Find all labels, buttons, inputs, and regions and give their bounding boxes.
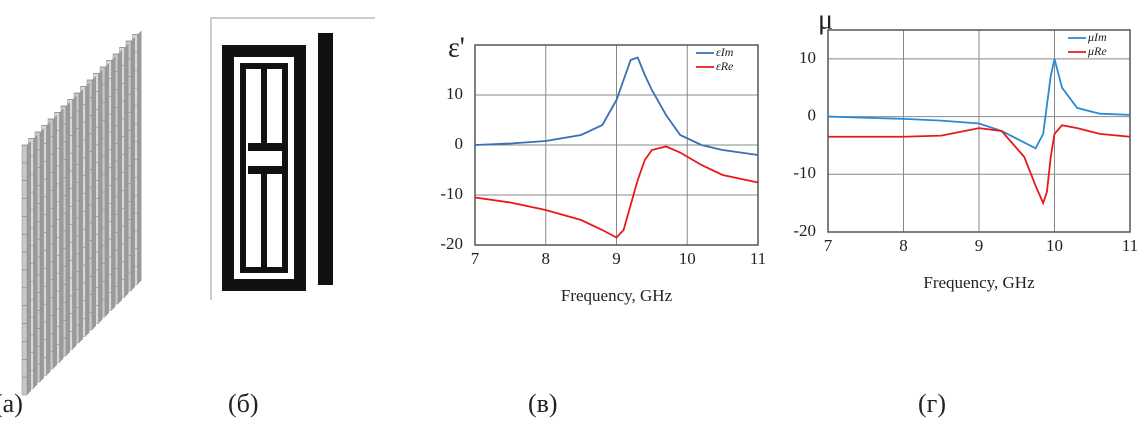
legend-label: εRe [716, 59, 734, 73]
x-tick-label: 7 [471, 249, 480, 268]
panel-label: (а) [0, 389, 23, 418]
y-tick-label: -10 [793, 163, 816, 182]
legend-label: εIm [716, 45, 734, 59]
strip [261, 170, 267, 270]
slab-side [60, 109, 64, 363]
slab-side [131, 37, 135, 291]
metamaterial-array [22, 31, 142, 396]
unit-cell [210, 18, 375, 300]
capacitor-plate [248, 166, 282, 174]
slab-side [34, 135, 38, 389]
slab-side [99, 70, 103, 324]
figure: (а) (б) (в) (г) -20 -10 0 10 7 8 9 10 11 ε' Frequency,… [0, 0, 1141, 426]
capacitor-plate [248, 143, 282, 151]
x-tick-label: 7 [824, 236, 833, 255]
x-axis-title: Frequency, GHz [923, 273, 1035, 292]
y-tick-label: -10 [440, 184, 463, 203]
slab-side [86, 83, 90, 337]
x-tick-label: 8 [899, 236, 908, 255]
slab-side [79, 89, 83, 343]
slab-side [66, 102, 70, 356]
x-tick-label: 11 [750, 249, 766, 268]
y-axis-title: μ [818, 4, 833, 35]
y-axis-title: ε' [448, 32, 465, 63]
slab-side [73, 96, 77, 350]
x-tick-label: 10 [1046, 236, 1063, 255]
x-axis-title: Frequency, GHz [561, 286, 673, 305]
panel-label: (в) [528, 389, 558, 418]
legend-label: μRe [1087, 44, 1107, 58]
slab-side [105, 63, 109, 317]
y-tick-label: -20 [793, 221, 816, 240]
y-tick-label: -20 [440, 234, 463, 253]
wire [318, 33, 333, 285]
slab-side [118, 50, 122, 304]
y-tick-label: 0 [455, 134, 464, 153]
slab-side [53, 115, 57, 369]
slab-side [112, 57, 116, 311]
y-tick-label: 0 [808, 105, 817, 124]
slab-side [125, 44, 129, 298]
legend-label: μIm [1087, 30, 1107, 44]
slab-side [40, 128, 44, 382]
x-tick-label: 11 [1122, 236, 1138, 255]
y-tick-label: 10 [799, 48, 816, 67]
x-tick-label: 9 [975, 236, 984, 255]
strip [261, 66, 267, 146]
panel-label: (б) [228, 389, 259, 418]
slab-side [27, 141, 31, 395]
page: {"panels": ["(а)", "(б)", "(в)", "(г)"],… [0, 0, 1141, 426]
panel-label: (г) [918, 389, 946, 418]
x-tick-label: 8 [542, 249, 551, 268]
slab-side [92, 76, 96, 330]
x-tick-label: 10 [679, 249, 696, 268]
y-tick-label: 10 [446, 84, 463, 103]
x-tick-label: 9 [612, 249, 621, 268]
slab-side [47, 122, 51, 376]
slab-side [138, 31, 142, 285]
